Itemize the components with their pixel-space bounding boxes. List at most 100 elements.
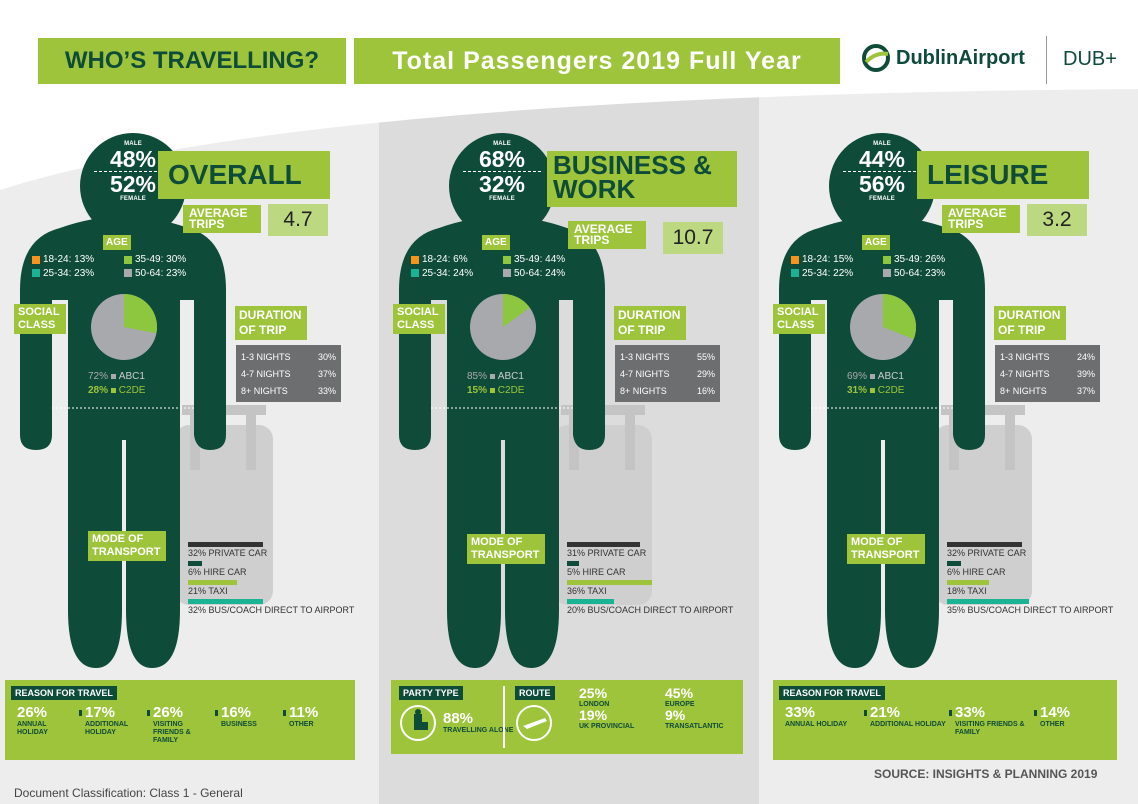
avg-trips-label: AVERAGE TRIPS bbox=[942, 205, 1020, 233]
reason-label: ANNUAL HOLIDAY bbox=[785, 721, 848, 728]
c2de-pct: 15% bbox=[467, 385, 488, 396]
mode-label: MODE OF TRANSPORT bbox=[88, 531, 166, 561]
route-item: 25% LONDON bbox=[579, 686, 609, 709]
reason-item: 17% ADDITIONAL HOLIDAY bbox=[85, 704, 147, 737]
reason-label: ADDITIONAL HOLIDAY bbox=[870, 721, 946, 728]
age-swatch bbox=[503, 269, 511, 277]
duration-value: 37% bbox=[317, 368, 336, 379]
reason-tag: REASON FOR TRAVEL bbox=[779, 686, 885, 700]
c2de-label: C2DE bbox=[877, 385, 905, 396]
male-pct: 68% bbox=[478, 146, 526, 172]
route-label: EUROPE bbox=[665, 701, 695, 708]
social-class-label: SOCIAL CLASS bbox=[393, 304, 445, 334]
reason-pct: 26% bbox=[17, 704, 48, 721]
age-swatch bbox=[124, 269, 132, 277]
logo-text: DublinAirport bbox=[896, 46, 1025, 69]
age-swatch bbox=[32, 255, 40, 264]
figure-silhouette bbox=[779, 216, 1032, 668]
route-pct: 45% bbox=[665, 685, 694, 701]
reason-item: 21% ADDITIONAL HOLIDAY bbox=[870, 704, 949, 729]
reason-separator bbox=[215, 710, 218, 716]
duration-label: 4-7 NIGHTS bbox=[241, 368, 291, 379]
social-class-legend: 69% ABC1 31% C2DE bbox=[847, 370, 904, 398]
age-swatch bbox=[791, 269, 799, 277]
route-label: TRANSATLANTIC bbox=[665, 723, 724, 730]
reason-pct: 21% bbox=[870, 704, 901, 721]
reason-separator bbox=[949, 710, 952, 716]
mode-bar bbox=[947, 580, 990, 585]
avg-trips-value: 4.7 bbox=[268, 204, 328, 236]
mode-bar bbox=[188, 542, 264, 547]
mode-bar bbox=[567, 599, 614, 604]
mode-label: 5% HIRE CAR bbox=[567, 567, 626, 577]
age-value: 35-49: 26% bbox=[894, 254, 946, 265]
airport-logo-icon bbox=[862, 44, 890, 72]
party-text: TRAVELLING ALONE bbox=[443, 727, 514, 734]
reason-separator bbox=[864, 710, 867, 716]
duration-value: 30% bbox=[317, 351, 336, 362]
duration-value: 24% bbox=[1076, 351, 1095, 362]
white-swoosh bbox=[0, 75, 1138, 190]
duration-row: 4-7 NIGHTS 39% bbox=[1000, 365, 1095, 382]
duration-value: 55% bbox=[696, 351, 715, 362]
header-total-text: Total Passengers 2019 Full Year bbox=[392, 46, 802, 75]
male-label: MALE bbox=[493, 141, 511, 147]
age-value: 18-24: 6% bbox=[422, 254, 468, 265]
age-value: 35-49: 44% bbox=[514, 254, 566, 265]
reason-item: 33% VISITING FRIENDS & FAMILY bbox=[955, 704, 1034, 737]
duration-table: 1-3 NIGHTS 24% 4-7 NIGHTS 39% 8+ NIGHTS 37% bbox=[995, 345, 1100, 402]
age-label: AGE bbox=[482, 235, 510, 250]
mode-label: 6% HIRE CAR bbox=[188, 567, 247, 577]
age-swatch bbox=[883, 255, 891, 264]
reason-item: 14% OTHER bbox=[1040, 704, 1119, 729]
header-who-text: WHO’S TRAVELLING? bbox=[64, 47, 320, 74]
reason-panel: REASON FOR TRAVEL 26% ANNUAL HOLIDAY 17% ADD… bbox=[5, 680, 355, 760]
reason-item: 16% BUSINESS bbox=[221, 704, 283, 729]
abc1-swatch bbox=[110, 374, 116, 379]
reason-separator bbox=[79, 710, 82, 716]
reason-pct: 33% bbox=[955, 704, 986, 721]
age-swatch bbox=[124, 255, 132, 264]
mode-bar bbox=[188, 599, 264, 604]
female-pct: 56% bbox=[858, 171, 906, 197]
panel-title: OVERALL bbox=[158, 151, 330, 199]
c2de-label: C2DE bbox=[497, 385, 525, 396]
age-label: AGE bbox=[103, 235, 131, 250]
age-breakdown: 18-24: 15% 35-49: 26% 25-34: 22% 50-64: 23% bbox=[791, 253, 971, 280]
abc1-pct: 69% bbox=[847, 371, 868, 382]
age-swatch bbox=[411, 269, 419, 277]
duration-table: 1-3 NIGHTS 55% 4-7 NIGHTS 29% 8+ NIGHTS 16% bbox=[615, 345, 720, 402]
duration-value: 37% bbox=[1076, 385, 1095, 396]
duration-label: 1-3 NIGHTS bbox=[241, 351, 291, 362]
route-tag: ROUTE bbox=[515, 686, 555, 700]
route-label: LONDON bbox=[579, 701, 610, 708]
reason-separator bbox=[1034, 710, 1037, 716]
mode-label: 6% HIRE CAR bbox=[947, 567, 1006, 577]
mode-bars: 32% PRIVATE CAR 6% HIRE CAR 18% TAXI 35% BU… bbox=[947, 542, 1122, 618]
panel-leisure: MALE 44% 56% FEMALE LEISURE AVERAGE TRIP… bbox=[759, 0, 1138, 804]
reason-label: OTHER bbox=[289, 721, 314, 728]
abc1-pct: 72% bbox=[88, 371, 109, 382]
age-value: 18-24: 13% bbox=[43, 254, 95, 265]
age-swatch bbox=[883, 269, 891, 277]
mode-label: 20% BUS/COACH DIRECT TO AIRPORT bbox=[567, 605, 734, 615]
duration-value: 33% bbox=[317, 385, 336, 396]
duration-value: 16% bbox=[696, 385, 715, 396]
age-swatch bbox=[503, 255, 511, 264]
reason-item: 33% ANNUAL HOLIDAY bbox=[785, 704, 864, 729]
reason-label: ADDITIONAL HOLIDAY bbox=[85, 721, 129, 736]
mode-label: MODE OF TRANSPORT bbox=[847, 534, 925, 564]
age-value: 25-34: 23% bbox=[43, 267, 95, 279]
c2de-swatch bbox=[489, 388, 495, 393]
reason-pct: 16% bbox=[221, 704, 252, 721]
age-value: 35-49: 30% bbox=[135, 254, 187, 265]
female-label: FEMALE bbox=[489, 196, 515, 202]
reason-pct: 11% bbox=[289, 704, 319, 721]
age-value: 50-64: 24% bbox=[514, 267, 566, 279]
abc1-pct: 85% bbox=[467, 371, 488, 382]
mode-label: MODE OF TRANSPORT bbox=[467, 534, 545, 564]
mode-bar bbox=[188, 580, 238, 585]
abc1-label: ABC1 bbox=[118, 371, 145, 382]
reason-separator bbox=[283, 710, 286, 716]
duration-label: DURATION OF TRIP bbox=[994, 306, 1066, 340]
